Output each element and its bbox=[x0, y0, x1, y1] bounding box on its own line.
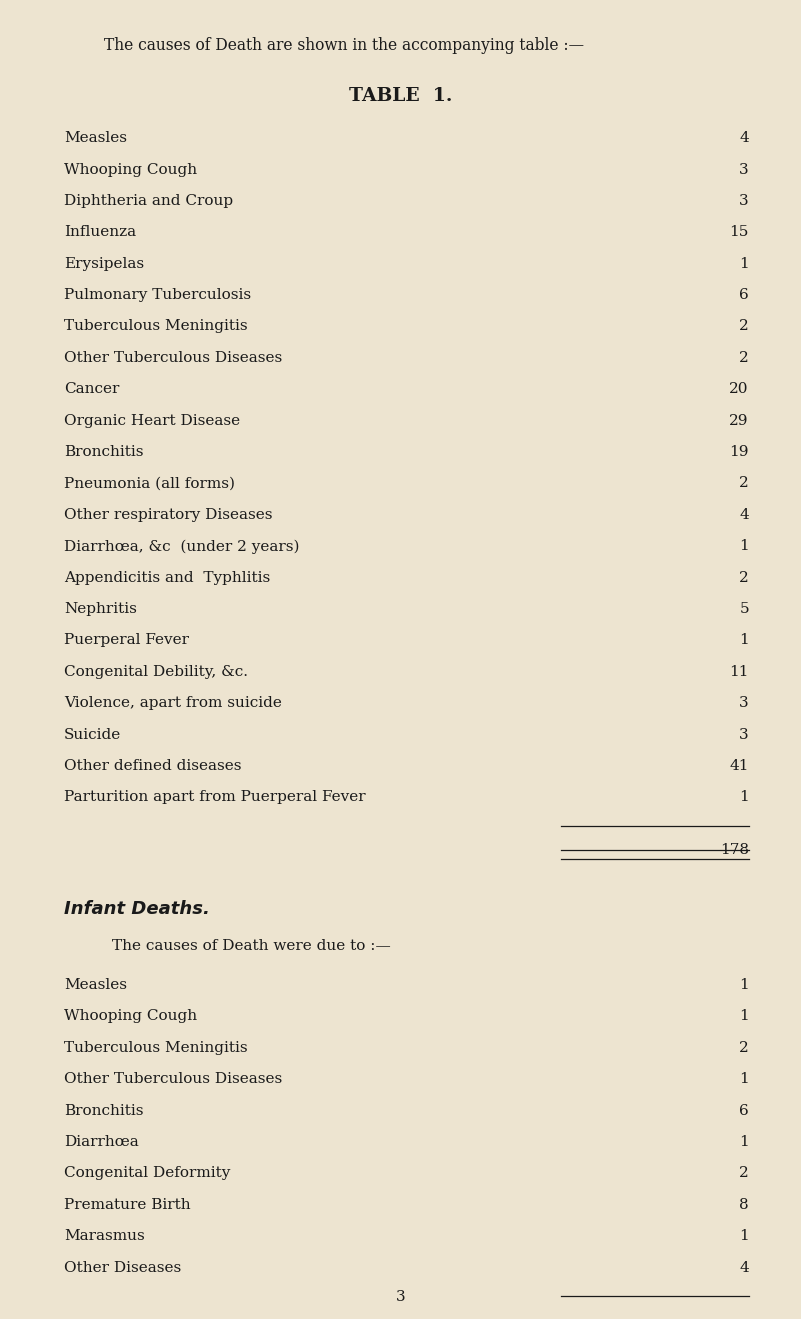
Text: 11: 11 bbox=[730, 665, 749, 679]
Text: Pulmonary Tuberculosis: Pulmonary Tuberculosis bbox=[64, 288, 252, 302]
Text: Other Tuberculous Diseases: Other Tuberculous Diseases bbox=[64, 351, 282, 365]
Text: 3: 3 bbox=[739, 696, 749, 710]
Text: Bronchitis: Bronchitis bbox=[64, 1104, 143, 1117]
Text: Premature Birth: Premature Birth bbox=[64, 1198, 191, 1212]
Text: Tuberculous Meningitis: Tuberculous Meningitis bbox=[64, 319, 248, 334]
Text: 4: 4 bbox=[739, 1261, 749, 1274]
Text: 1: 1 bbox=[739, 790, 749, 805]
Text: 3: 3 bbox=[396, 1290, 405, 1304]
Text: Bronchitis: Bronchitis bbox=[64, 445, 143, 459]
Text: 178: 178 bbox=[720, 843, 749, 857]
Text: 29: 29 bbox=[730, 414, 749, 427]
Text: 6: 6 bbox=[739, 1104, 749, 1117]
Text: Other Tuberculous Diseases: Other Tuberculous Diseases bbox=[64, 1072, 282, 1087]
Text: 1: 1 bbox=[739, 979, 749, 992]
Text: TABLE  1.: TABLE 1. bbox=[348, 87, 453, 106]
Text: Pneumonia (all forms): Pneumonia (all forms) bbox=[64, 476, 235, 491]
Text: 4: 4 bbox=[739, 131, 749, 145]
Text: Appendicitis and  Typhlitis: Appendicitis and Typhlitis bbox=[64, 571, 270, 584]
Text: 2: 2 bbox=[739, 571, 749, 584]
Text: Parturition apart from Puerperal Fever: Parturition apart from Puerperal Fever bbox=[64, 790, 366, 805]
Text: Marasmus: Marasmus bbox=[64, 1229, 145, 1244]
Text: 1: 1 bbox=[739, 1009, 749, 1024]
Text: Nephritis: Nephritis bbox=[64, 601, 137, 616]
Text: 1: 1 bbox=[739, 1136, 749, 1149]
Text: 5: 5 bbox=[739, 601, 749, 616]
Text: 19: 19 bbox=[730, 445, 749, 459]
Text: Other Diseases: Other Diseases bbox=[64, 1261, 181, 1274]
Text: 20: 20 bbox=[730, 383, 749, 396]
Text: Diarrhœa: Diarrhœa bbox=[64, 1136, 139, 1149]
Text: 3: 3 bbox=[739, 728, 749, 741]
Text: 4: 4 bbox=[739, 508, 749, 522]
Text: 1: 1 bbox=[739, 1229, 749, 1244]
Text: 2: 2 bbox=[739, 1041, 749, 1055]
Text: 3: 3 bbox=[739, 162, 749, 177]
Text: Infant Deaths.: Infant Deaths. bbox=[64, 900, 210, 918]
Text: 1: 1 bbox=[739, 539, 749, 553]
Text: 2: 2 bbox=[739, 319, 749, 334]
Text: 2: 2 bbox=[739, 351, 749, 365]
Text: Tuberculous Meningitis: Tuberculous Meningitis bbox=[64, 1041, 248, 1055]
Text: 2: 2 bbox=[739, 1166, 749, 1181]
Text: 8: 8 bbox=[739, 1198, 749, 1212]
Text: 1: 1 bbox=[739, 257, 749, 270]
Text: Diarrhœa, &c  (under 2 years): Diarrhœa, &c (under 2 years) bbox=[64, 539, 300, 554]
Text: 41: 41 bbox=[730, 758, 749, 773]
Text: Erysipelas: Erysipelas bbox=[64, 257, 144, 270]
Text: Measles: Measles bbox=[64, 131, 127, 145]
Text: Measles: Measles bbox=[64, 979, 127, 992]
Text: 3: 3 bbox=[739, 194, 749, 208]
Text: Influenza: Influenza bbox=[64, 226, 136, 239]
Text: Diphtheria and Croup: Diphtheria and Croup bbox=[64, 194, 233, 208]
Text: Puerperal Fever: Puerperal Fever bbox=[64, 633, 189, 648]
Text: Other respiratory Diseases: Other respiratory Diseases bbox=[64, 508, 272, 522]
Text: Other defined diseases: Other defined diseases bbox=[64, 758, 242, 773]
Text: Congenital Debility, &c.: Congenital Debility, &c. bbox=[64, 665, 248, 679]
Text: 1: 1 bbox=[739, 633, 749, 648]
Text: Cancer: Cancer bbox=[64, 383, 119, 396]
Text: Organic Heart Disease: Organic Heart Disease bbox=[64, 414, 240, 427]
Text: 6: 6 bbox=[739, 288, 749, 302]
Text: The causes of Death were due to :—: The causes of Death were due to :— bbox=[112, 939, 391, 952]
Text: 15: 15 bbox=[730, 226, 749, 239]
Text: Suicide: Suicide bbox=[64, 728, 121, 741]
Text: Whooping Cough: Whooping Cough bbox=[64, 1009, 197, 1024]
Text: 1: 1 bbox=[739, 1072, 749, 1087]
Text: Violence, apart from suicide: Violence, apart from suicide bbox=[64, 696, 282, 710]
Text: The causes of Death are shown in the accompanying table :—: The causes of Death are shown in the acc… bbox=[104, 37, 584, 54]
Text: Congenital Deformity: Congenital Deformity bbox=[64, 1166, 231, 1181]
Text: Whooping Cough: Whooping Cough bbox=[64, 162, 197, 177]
Text: 2: 2 bbox=[739, 476, 749, 491]
